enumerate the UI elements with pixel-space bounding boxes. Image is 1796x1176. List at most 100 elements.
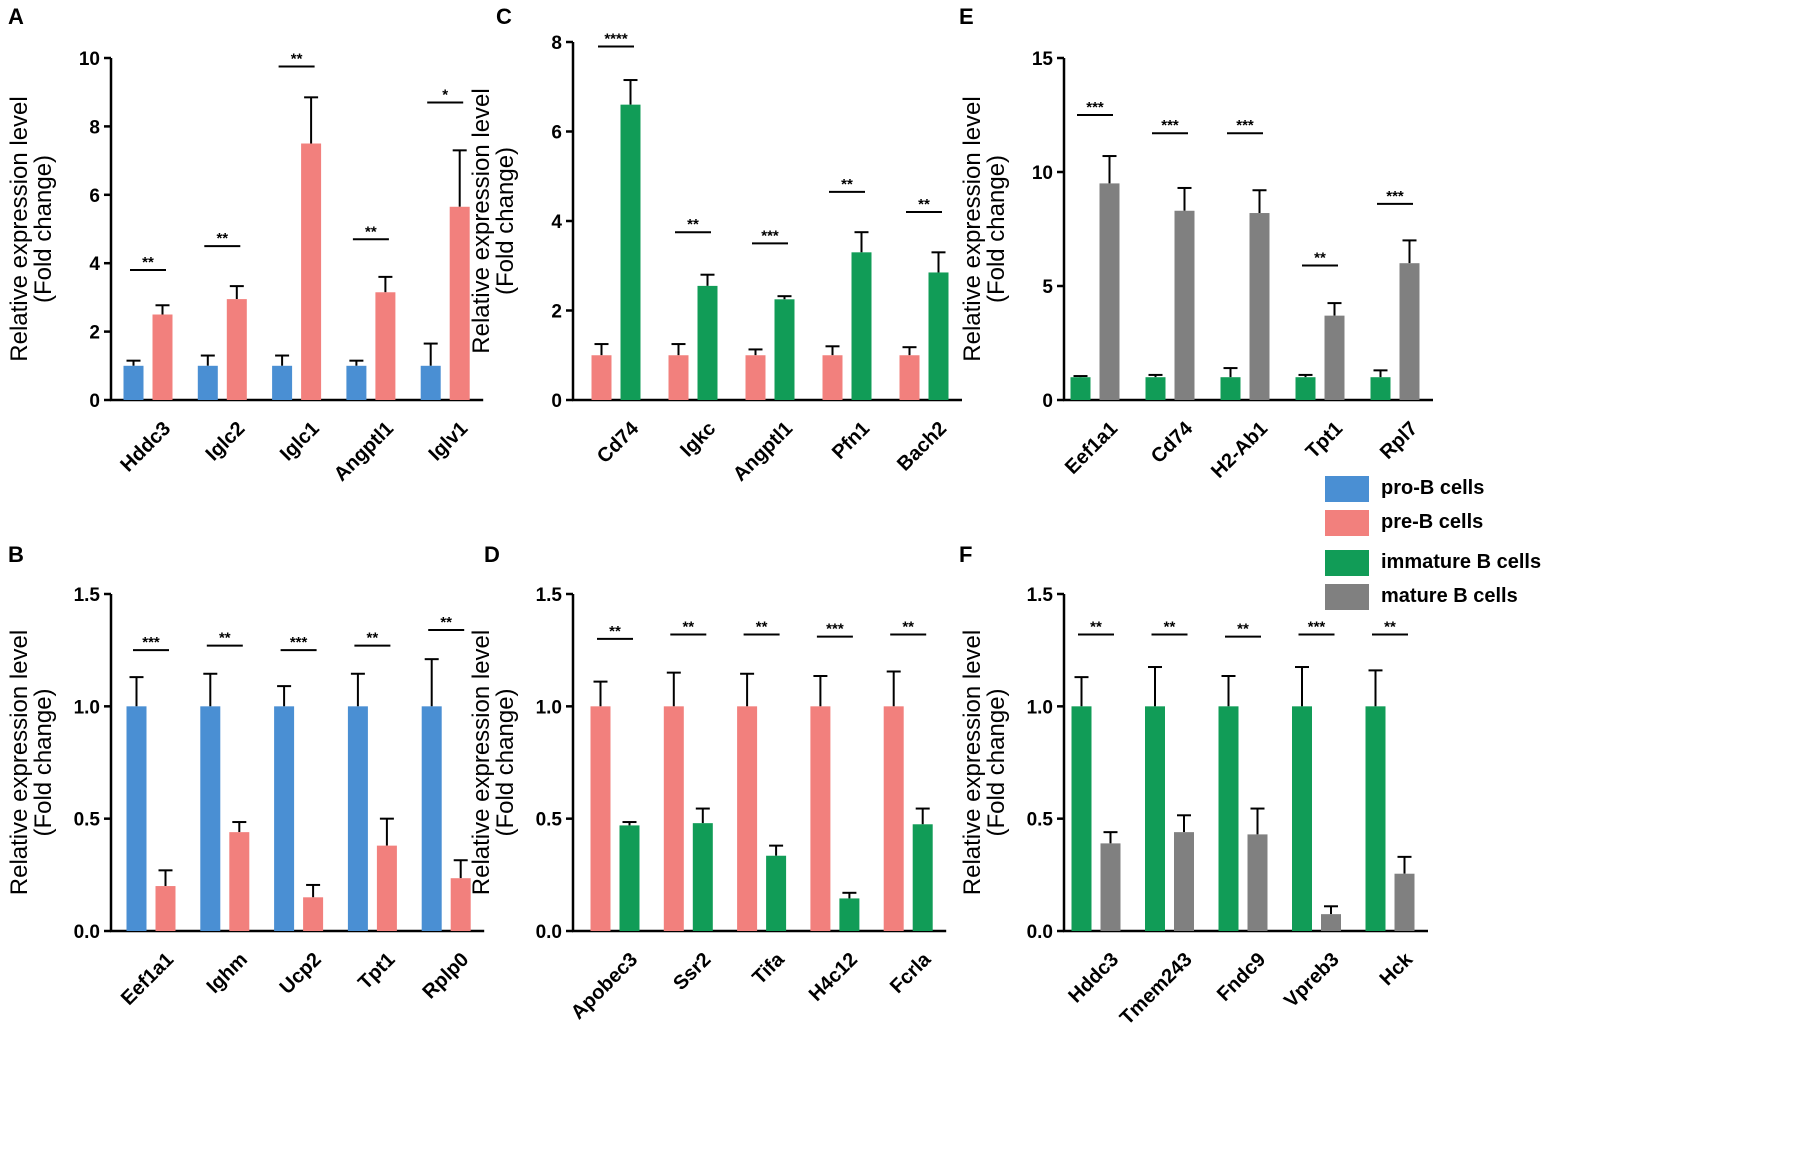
- panel-c-letter: C: [496, 4, 512, 29]
- panel-c-bar: [591, 355, 612, 400]
- legend-label-pre-b: pre-B cells: [1381, 511, 1484, 533]
- panel-f-sig-label: **: [1384, 618, 1396, 635]
- panel-f-y-tick-label: 1.0: [1027, 697, 1053, 718]
- panel-c-bar: [745, 355, 766, 400]
- panel-a-sig-label: **: [291, 51, 303, 68]
- panel-a-y-tick-label: 0: [89, 391, 100, 412]
- panel-c-y-tick-label: 6: [551, 123, 562, 144]
- panel-c-y-tick-label: 2: [551, 302, 562, 323]
- panel-c-sig-label: ***: [761, 227, 779, 244]
- legend-swatch-mature-b: [1325, 584, 1369, 610]
- panel-f-ylabel-line1: Relative expression level: [959, 630, 986, 895]
- legend-swatch-immature-b: [1325, 550, 1369, 576]
- panel-c-ylabel-line1: Relative expression level: [468, 88, 495, 353]
- panel-f-bar: [1145, 706, 1165, 931]
- panel-d-x-label: Fcrla: [886, 948, 936, 998]
- panel-f-x-label: Vpreb3: [1280, 949, 1344, 1013]
- panel-f-bar: [1247, 834, 1268, 931]
- panel-d-x-label: Tifa: [748, 948, 789, 989]
- panel-d-sig-label: **: [902, 618, 914, 635]
- panel-b-bar: [376, 845, 397, 931]
- panel-e-sig-label: ***: [1161, 117, 1179, 134]
- panel-f-sig-label: **: [1164, 618, 1176, 635]
- panel-a-x-label: Iglv1: [425, 418, 473, 466]
- panel-b-sig-label: **: [367, 630, 379, 647]
- panel-e-bar: [1220, 377, 1241, 400]
- panel-c-x-label: Bach2: [893, 418, 951, 476]
- panel-e-bar: [1070, 377, 1091, 400]
- panel-c-sig-label: **: [687, 216, 699, 233]
- panel-a-sig-label: **: [142, 254, 154, 271]
- panel-a-bar: [152, 314, 173, 400]
- panel-d-y-tick-label: 0.0: [536, 922, 562, 943]
- panel-b-bar: [347, 706, 368, 931]
- panel-b-y-tick-label: 0.5: [74, 810, 101, 831]
- panel-d-x-label: H4c12: [805, 949, 862, 1006]
- panel-b-y-tick-label: 0.0: [74, 922, 100, 943]
- panel-e-letter: E: [959, 4, 974, 29]
- panel-d-y-tick-label: 1.5: [536, 585, 563, 606]
- panel-b-x-label: Eef1a1: [117, 949, 178, 1010]
- panel-f-x-label: Tmem243: [1116, 949, 1197, 1030]
- legend-label-immature-b: immature B cells: [1381, 551, 1542, 573]
- panel-d-bar: [883, 706, 904, 931]
- panel-a-y-tick-label: 10: [79, 49, 100, 70]
- panel-a-bar: [226, 299, 247, 400]
- panel-d-ylabel-line2: (Fold change): [492, 688, 519, 836]
- panel-a-ylabel-line1: Relative expression level: [6, 96, 33, 361]
- panel-c-sig-label: **: [918, 196, 930, 213]
- panel-e-y-tick-label: 5: [1042, 277, 1053, 298]
- panel-a-x-label: Angptl1: [330, 418, 398, 486]
- panel-f-sig-label: ***: [1308, 618, 1326, 635]
- panel-c-bar: [899, 355, 920, 400]
- panel-c-y-tick-label: 8: [551, 33, 562, 54]
- panel-b-sig-label: ***: [290, 634, 308, 651]
- panel-b-bar: [200, 706, 221, 931]
- panel-f-letter: F: [959, 542, 972, 567]
- panel-d-bar: [810, 706, 831, 931]
- panel-a-y-tick-label: 6: [89, 186, 100, 207]
- legend-swatch-pro-b: [1325, 476, 1369, 502]
- panel-c-sig-label: ****: [604, 30, 628, 47]
- panel-e-bar: [1099, 183, 1120, 400]
- panel-e-bar: [1174, 210, 1195, 400]
- panel-a: A Relative expression level(Fold change) 0…: [6, 4, 484, 486]
- panel-d-sig-label: **: [682, 618, 694, 635]
- panel-d-bar: [619, 825, 640, 931]
- panel-d-bar: [692, 823, 713, 931]
- panel-d-sig-label: **: [609, 623, 621, 640]
- panel-e-x-label: H2-Ab1: [1207, 418, 1272, 483]
- panel-a-ylabel-line2: (Fold change): [30, 155, 57, 303]
- panel-a-bar: [197, 365, 218, 400]
- panel-a-bar: [420, 365, 441, 400]
- panel-f-bar: [1218, 706, 1239, 931]
- panel-b-sig-label: **: [440, 614, 452, 631]
- panel-b-bar: [274, 706, 295, 931]
- panel-e-bar: [1399, 263, 1420, 400]
- panel-c-bar: [697, 285, 718, 400]
- panel-a-bar: [272, 365, 293, 400]
- panel-c-bar: [928, 272, 949, 400]
- panel-a-bar: [123, 365, 144, 400]
- panel-e-ylabel-line2: (Fold change): [983, 155, 1010, 303]
- panel-a-sig-label: **: [216, 230, 228, 247]
- panel-d-ylabel-line1: Relative expression level: [468, 630, 495, 895]
- panel-f-sig-label: **: [1090, 618, 1102, 635]
- panel-b-bar: [126, 706, 147, 931]
- panel-e-x-label: Tpt1: [1302, 418, 1347, 463]
- panel-b-x-label: Rplp0: [419, 949, 474, 1004]
- panel-d-bar: [590, 706, 611, 931]
- panel-a-bar: [346, 365, 367, 400]
- panel-a-x-label: Iglc1: [276, 418, 324, 466]
- panel-d-x-label: Apobec3: [567, 949, 642, 1024]
- panel-a-y-tick-label: 8: [89, 117, 100, 138]
- panel-d-sig-label: ***: [826, 621, 844, 638]
- panel-f-sig-label: **: [1237, 621, 1249, 638]
- panel-d: D Relative expression level(Fold change) 0…: [468, 542, 947, 1024]
- panel-b-ylabel-line2: (Fold change): [30, 688, 57, 836]
- panel-f-bar: [1174, 832, 1194, 931]
- panel-e-sig-label: **: [1314, 249, 1326, 266]
- panel-d-sig-label: **: [756, 618, 768, 635]
- panel-e-y-tick-label: 0: [1042, 391, 1053, 412]
- panel-c-sig-label: **: [841, 176, 853, 193]
